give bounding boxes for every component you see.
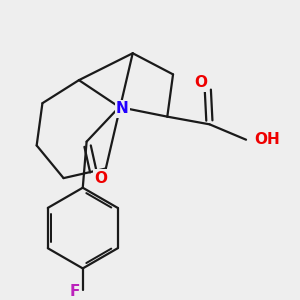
Text: N: N [116,101,129,116]
Text: F: F [69,284,80,299]
Text: OH: OH [254,132,280,147]
Text: O: O [95,171,108,186]
Text: O: O [194,75,207,90]
